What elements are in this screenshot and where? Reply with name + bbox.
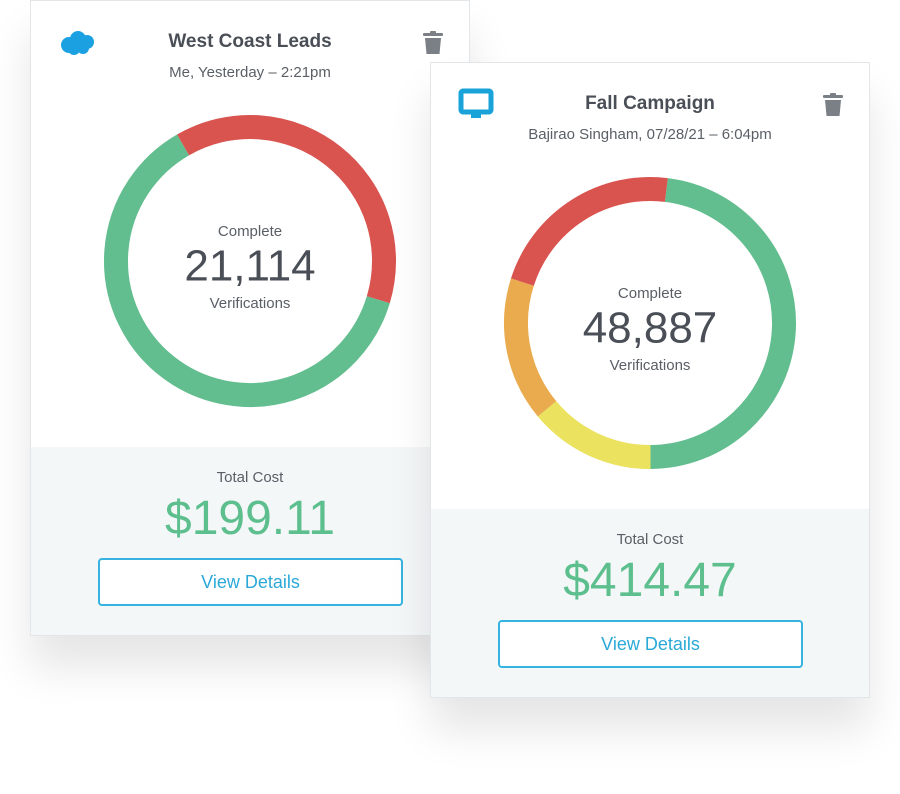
donut-segment [650, 178, 796, 469]
trash-icon[interactable] [423, 31, 443, 54]
donut-segment [104, 134, 390, 407]
donut-segment [504, 278, 557, 417]
icon-part [77, 42, 89, 54]
donut-label-bottom: Verifications [610, 357, 691, 374]
icon-part [823, 95, 843, 98]
card-subtitle: Bajirao Singham, 07/28/21 – 6:04pm [528, 126, 772, 143]
view-details-button[interactable]: View Details [498, 620, 803, 668]
card-graphics: Complete 21,114 Verifications [61, 31, 443, 407]
card-title: West Coast Leads [168, 31, 332, 52]
icon-part [68, 43, 80, 55]
donut-label-bottom: Verifications [210, 295, 291, 312]
total-cost: $414.47 [563, 554, 737, 607]
icon-part [825, 100, 841, 116]
monitor-icon [458, 88, 494, 118]
cost-label: Total Cost [216, 469, 284, 486]
icon-part [458, 88, 494, 115]
donut-segment [510, 177, 668, 286]
icon-part [430, 31, 436, 34]
icon-part [423, 33, 443, 36]
donut-segment [177, 115, 396, 304]
donut-count: 21,114 [184, 242, 315, 291]
view-details-button[interactable]: View Details [98, 558, 403, 606]
donut-label-top: Complete [218, 223, 282, 240]
icon-part [471, 114, 481, 118]
card-subtitle: Me, Yesterday – 2:21pm [169, 64, 331, 81]
salesforce-icon [61, 31, 94, 55]
card-graphics: Complete 48,887 Verifications [458, 88, 843, 469]
total-cost: $199.11 [165, 492, 335, 545]
trash-icon[interactable] [823, 93, 843, 116]
cost-label: Total Cost [616, 531, 684, 548]
donut-label-top: Complete [618, 285, 682, 302]
card: West Coast Leads Me, Yesterday – 2:21pm To… [30, 0, 470, 636]
card: Fall Campaign Bajirao Singham, 07/28/21 –… [430, 62, 870, 698]
donut-count: 48,887 [583, 304, 718, 353]
card-title: Fall Campaign [585, 93, 715, 114]
donut-segment [537, 400, 651, 469]
icon-part [830, 93, 836, 96]
icon-part [425, 38, 441, 54]
